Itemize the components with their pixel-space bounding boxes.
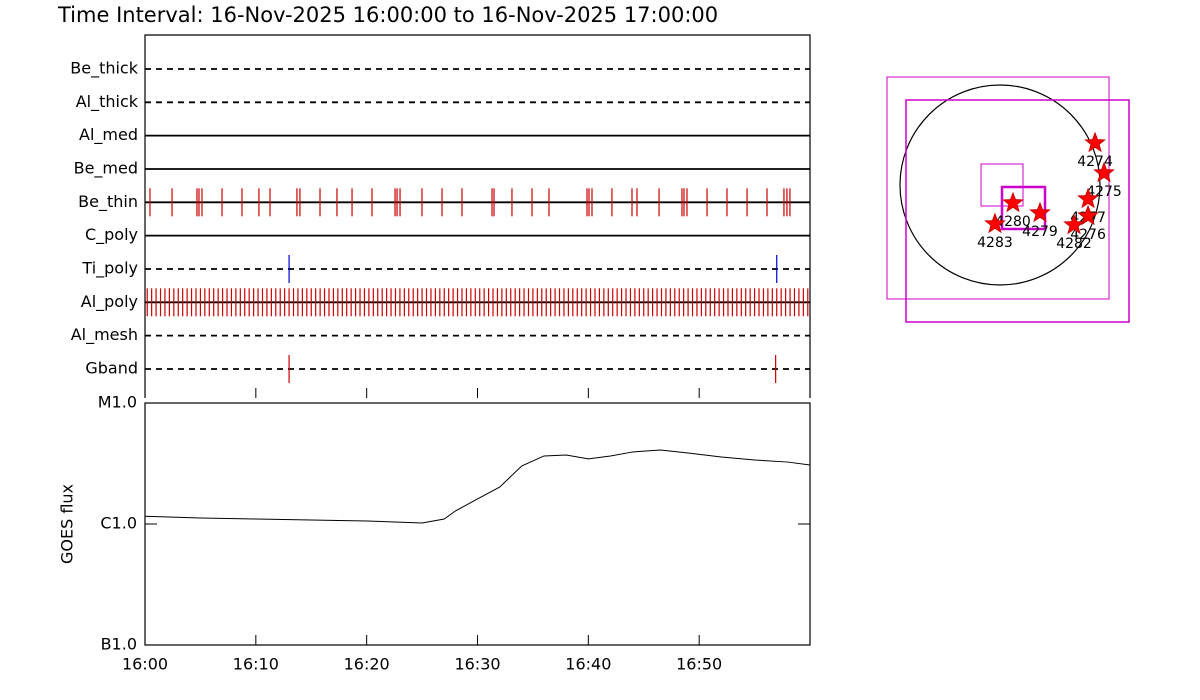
filter-label: Ti_poly bbox=[81, 258, 138, 278]
filter-label: Be_med bbox=[74, 158, 138, 178]
region-label: 4279 bbox=[1022, 224, 1058, 240]
fov-box bbox=[905, 99, 1130, 323]
region-label: 4282 bbox=[1056, 236, 1092, 252]
fov-boxes bbox=[886, 76, 1130, 323]
region-star bbox=[1077, 187, 1099, 209]
region-star bbox=[1063, 213, 1085, 235]
region-star bbox=[1029, 201, 1051, 223]
region-star bbox=[1084, 131, 1106, 153]
filter-label: Al_thick bbox=[76, 92, 139, 112]
timeline-frame bbox=[144, 34, 811, 398]
x-tick-label: 16:30 bbox=[454, 655, 500, 674]
filter-label: Al_mesh bbox=[71, 325, 138, 345]
region-star bbox=[984, 212, 1006, 234]
filter-label: Al_poly bbox=[81, 292, 138, 312]
y-tick-label: B1.0 bbox=[101, 635, 137, 654]
region-label: 4283 bbox=[977, 235, 1013, 251]
fov-box bbox=[886, 76, 1110, 300]
y-tick-label: C1.0 bbox=[100, 514, 137, 533]
region-star bbox=[1093, 161, 1115, 183]
title: Time Interval: 16-Nov-2025 16:00:00 to 1… bbox=[57, 3, 718, 27]
region-label: 4274 bbox=[1077, 154, 1113, 170]
x-tick-label: 16:50 bbox=[676, 655, 722, 674]
solar-disk bbox=[899, 84, 1101, 286]
goes-curve bbox=[144, 449, 811, 524]
y-tick-label: M1.0 bbox=[98, 393, 137, 412]
filter-label: Gband bbox=[85, 358, 138, 377]
x-tick-label: 16:00 bbox=[122, 655, 168, 674]
region-star bbox=[1002, 191, 1024, 213]
goes-frame bbox=[144, 402, 811, 646]
x-tick-label: 16:40 bbox=[565, 655, 611, 674]
x-tick-label: 16:10 bbox=[233, 655, 279, 674]
filter-label: C_poly bbox=[85, 225, 138, 245]
filter-label: Be_thin bbox=[78, 192, 138, 212]
region-label: 4280 bbox=[995, 214, 1031, 230]
y-axis-label: GOES flux bbox=[58, 484, 77, 564]
fov-box bbox=[1000, 185, 1047, 231]
frames bbox=[144, 34, 1101, 646]
x-tick-label: 16:20 bbox=[344, 655, 390, 674]
region-star bbox=[1077, 204, 1099, 226]
filter-label: Al_med bbox=[79, 125, 138, 145]
filter-label: Be_thick bbox=[70, 59, 138, 79]
